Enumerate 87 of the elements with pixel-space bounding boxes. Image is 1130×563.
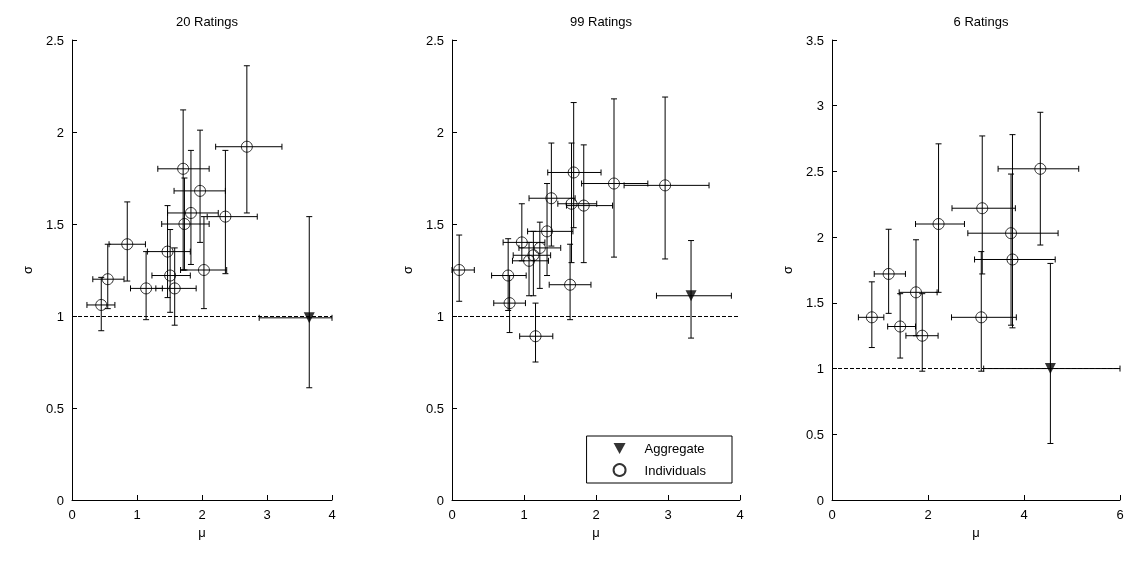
y-tick-label: 3 [816, 98, 824, 114]
point [503, 297, 516, 310]
point [1044, 363, 1056, 375]
point [533, 241, 546, 254]
y-tick-label: 0 [436, 492, 444, 508]
x-axis-title: μ [972, 525, 980, 540]
point [976, 202, 989, 215]
point [121, 238, 134, 251]
y-tick-label: 3.5 [805, 32, 824, 48]
point [168, 282, 181, 295]
y-tick-label: 0 [56, 492, 64, 508]
point [1034, 162, 1047, 175]
point [184, 206, 197, 219]
y-tick-label: 2.5 [45, 32, 64, 48]
point [577, 199, 590, 212]
point [545, 192, 558, 205]
point [975, 311, 988, 324]
point [177, 162, 190, 175]
point [894, 320, 907, 333]
x-tick-label: 0 [828, 507, 836, 522]
chart-title: 20 Ratings [175, 14, 239, 29]
y-axis-title: σ [20, 265, 35, 275]
y-axis-title: σ [780, 265, 795, 275]
point [161, 245, 174, 258]
point [194, 184, 207, 197]
point [502, 269, 515, 282]
legend-label: Individuals [644, 462, 707, 478]
point [303, 312, 315, 324]
point [523, 254, 536, 267]
y-tick-label: 0 [816, 492, 824, 508]
point [240, 140, 253, 153]
y-tick-label: 2.5 [805, 163, 824, 179]
y-tick-label: 1.5 [45, 216, 64, 232]
point [95, 298, 108, 311]
x-tick-label: 4 [328, 507, 336, 522]
point [685, 290, 697, 302]
point [865, 311, 878, 324]
point [882, 267, 895, 280]
x-tick-label: 0 [68, 507, 76, 522]
x-tick-label: 4 [736, 507, 744, 522]
x-tick-label: 3 [263, 507, 271, 522]
point [453, 264, 466, 276]
y-tick-label: 0.5 [425, 400, 444, 416]
x-tick-label: 0 [448, 507, 456, 522]
point [529, 330, 542, 343]
x-tick-label: 2 [198, 507, 206, 522]
y-tick-label: 0.5 [45, 400, 64, 416]
y-tick-label: 1.5 [425, 216, 444, 232]
point [916, 329, 929, 342]
x-tick-label: 3 [664, 507, 672, 522]
y-tick-label: 1 [56, 308, 64, 324]
x-tick-label: 1 [133, 507, 141, 522]
point [164, 269, 177, 282]
point [659, 179, 672, 192]
x-axis-title: μ [592, 525, 600, 540]
x-tick-label: 2 [924, 507, 932, 522]
y-tick-label: 1 [816, 361, 824, 377]
y-tick-label: 2.5 [425, 32, 444, 48]
point [197, 264, 210, 276]
y-tick-label: 1.5 [805, 295, 824, 311]
chart-title: 99 Ratings [569, 14, 633, 29]
x-tick-label: 2 [592, 507, 600, 522]
point [564, 278, 577, 291]
point [178, 218, 191, 230]
point [567, 166, 580, 179]
legend-label: Aggregate [644, 441, 705, 456]
x-tick-label: 4 [1020, 507, 1028, 522]
y-axis-title: σ [400, 265, 415, 275]
y-tick-label: 0.5 [805, 426, 824, 442]
point [565, 197, 578, 210]
point [541, 225, 554, 238]
point [932, 218, 945, 230]
point [1005, 227, 1018, 240]
y-tick-label: 2 [56, 124, 64, 140]
point [608, 177, 620, 190]
x-tick-label: 6 [1116, 507, 1124, 522]
point [101, 273, 114, 286]
point [219, 210, 232, 223]
point [527, 249, 540, 262]
y-tick-label: 2 [436, 124, 444, 140]
x-axis-title: μ [198, 525, 206, 540]
x-tick-label: 1 [520, 507, 528, 522]
point [140, 282, 153, 295]
chart-title: 6 Ratings [953, 14, 1009, 29]
y-tick-label: 1 [436, 308, 444, 324]
y-tick-label: 2 [816, 229, 824, 245]
point [1006, 253, 1019, 266]
